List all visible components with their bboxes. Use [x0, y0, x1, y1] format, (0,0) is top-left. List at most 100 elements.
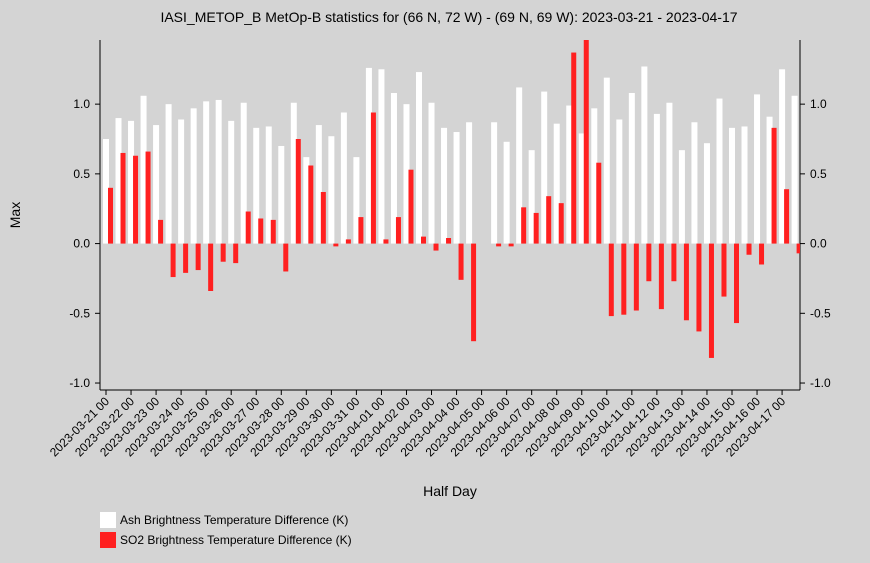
bar	[145, 151, 151, 244]
bar	[453, 132, 460, 244]
bar	[716, 98, 723, 244]
bar	[290, 102, 297, 244]
bar	[303, 157, 310, 244]
bar	[796, 243, 800, 254]
bar	[365, 67, 372, 244]
bar	[320, 191, 326, 244]
bar	[408, 169, 414, 244]
bar	[691, 122, 698, 244]
bar	[608, 243, 614, 317]
bar	[158, 219, 164, 244]
bar	[270, 219, 276, 244]
y-axis-label: Max	[7, 202, 23, 228]
bar	[421, 236, 426, 244]
y2-tick-label: -0.5	[810, 306, 831, 320]
bar	[616, 119, 623, 244]
y-tick-label: 1.0	[73, 97, 90, 111]
bar	[195, 243, 201, 271]
bar	[340, 112, 347, 244]
bar	[416, 72, 422, 244]
bar	[771, 127, 777, 244]
bar	[295, 139, 301, 244]
bar	[395, 217, 401, 244]
legend-label: SO2 Brightness Temperature Difference (K…	[120, 533, 352, 547]
bar	[228, 120, 235, 244]
bar	[633, 243, 639, 311]
bar	[208, 243, 214, 291]
bar	[441, 127, 448, 244]
bar	[183, 243, 189, 273]
bar	[503, 141, 510, 244]
bar	[471, 243, 477, 342]
bar	[696, 243, 702, 332]
bar	[308, 165, 314, 244]
bar	[370, 112, 376, 244]
bar	[278, 145, 285, 244]
bar	[666, 102, 673, 244]
bar	[245, 211, 251, 244]
legend-label: Ash Brightness Temperature Difference (K…	[120, 513, 348, 527]
y-tick-label: -1.0	[69, 376, 90, 390]
bar	[528, 150, 535, 244]
bar	[521, 207, 527, 244]
bar	[791, 95, 798, 244]
bar	[541, 91, 548, 244]
bar	[683, 243, 689, 321]
bar	[766, 116, 773, 244]
bar	[233, 243, 239, 264]
bar	[265, 126, 272, 244]
bar	[641, 66, 648, 244]
bar	[646, 243, 652, 282]
bar	[128, 120, 135, 244]
bar	[458, 243, 464, 280]
bar	[678, 150, 685, 244]
bar	[784, 189, 790, 244]
bar	[103, 139, 109, 244]
bar	[779, 69, 786, 244]
bar	[170, 243, 176, 278]
bar	[658, 243, 664, 310]
bar	[283, 243, 289, 272]
chart-title: IASI_METOP_B MetOp-B statistics for (66 …	[160, 9, 737, 25]
y2-tick-label: 0.0	[810, 237, 827, 251]
legend-swatch	[100, 512, 116, 528]
y2-tick-label: -1.0	[810, 376, 831, 390]
bar	[653, 113, 660, 244]
bar	[165, 104, 172, 244]
bar	[120, 152, 126, 244]
bar	[333, 243, 339, 247]
bar	[446, 238, 452, 244]
bar	[571, 52, 577, 244]
bar	[328, 136, 335, 244]
bar	[708, 243, 714, 358]
bar	[203, 101, 210, 244]
bar	[358, 217, 364, 244]
bar	[578, 133, 585, 244]
bar	[215, 99, 222, 244]
bar	[741, 126, 748, 244]
y-tick-label: 0.5	[73, 167, 90, 181]
bar	[721, 243, 727, 297]
bar	[754, 94, 761, 244]
bar	[178, 119, 185, 244]
bar	[378, 69, 385, 244]
bar	[345, 239, 351, 244]
bar	[496, 243, 502, 247]
bar	[596, 162, 602, 244]
bar	[220, 243, 226, 262]
bar	[190, 108, 197, 244]
bar	[153, 125, 160, 244]
bar	[491, 122, 498, 244]
bar	[553, 123, 560, 244]
bars	[103, 40, 800, 358]
bar	[628, 92, 635, 244]
bar	[546, 196, 552, 244]
bar	[428, 102, 435, 244]
bar	[759, 243, 765, 265]
bar	[140, 95, 147, 244]
y2-tick-label: 1.0	[810, 97, 827, 111]
bar	[516, 87, 523, 244]
bar	[253, 127, 260, 244]
bar	[603, 77, 610, 244]
x-axis-label: Half Day	[423, 483, 477, 499]
